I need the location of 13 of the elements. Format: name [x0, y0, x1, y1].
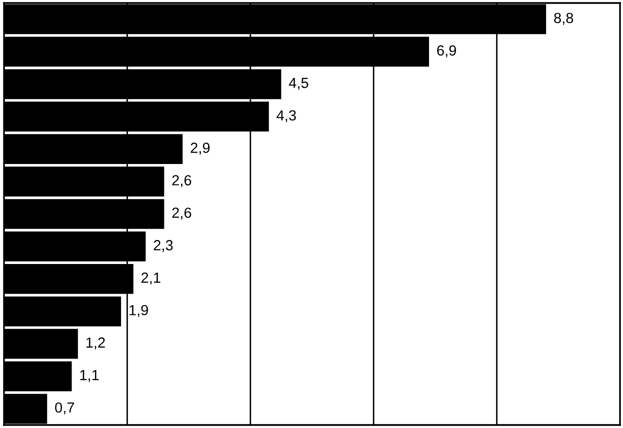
data-label: 0,7	[55, 402, 74, 414]
data-label: 4,3	[276, 110, 296, 122]
data-label: 8,8	[554, 12, 574, 25]
data-label: 6,9	[437, 45, 456, 58]
data-label: 2,6	[172, 208, 192, 220]
data-label: 2,3	[154, 240, 173, 252]
data-label: 1,2	[86, 337, 105, 350]
data-label: 2,9	[190, 142, 210, 155]
data-label: 1,9	[130, 304, 148, 318]
data-label: 2,1	[141, 272, 160, 285]
data-label: 4,5	[288, 78, 308, 90]
data-label: 1,1	[80, 370, 99, 382]
data-label: 2,6	[172, 175, 192, 188]
